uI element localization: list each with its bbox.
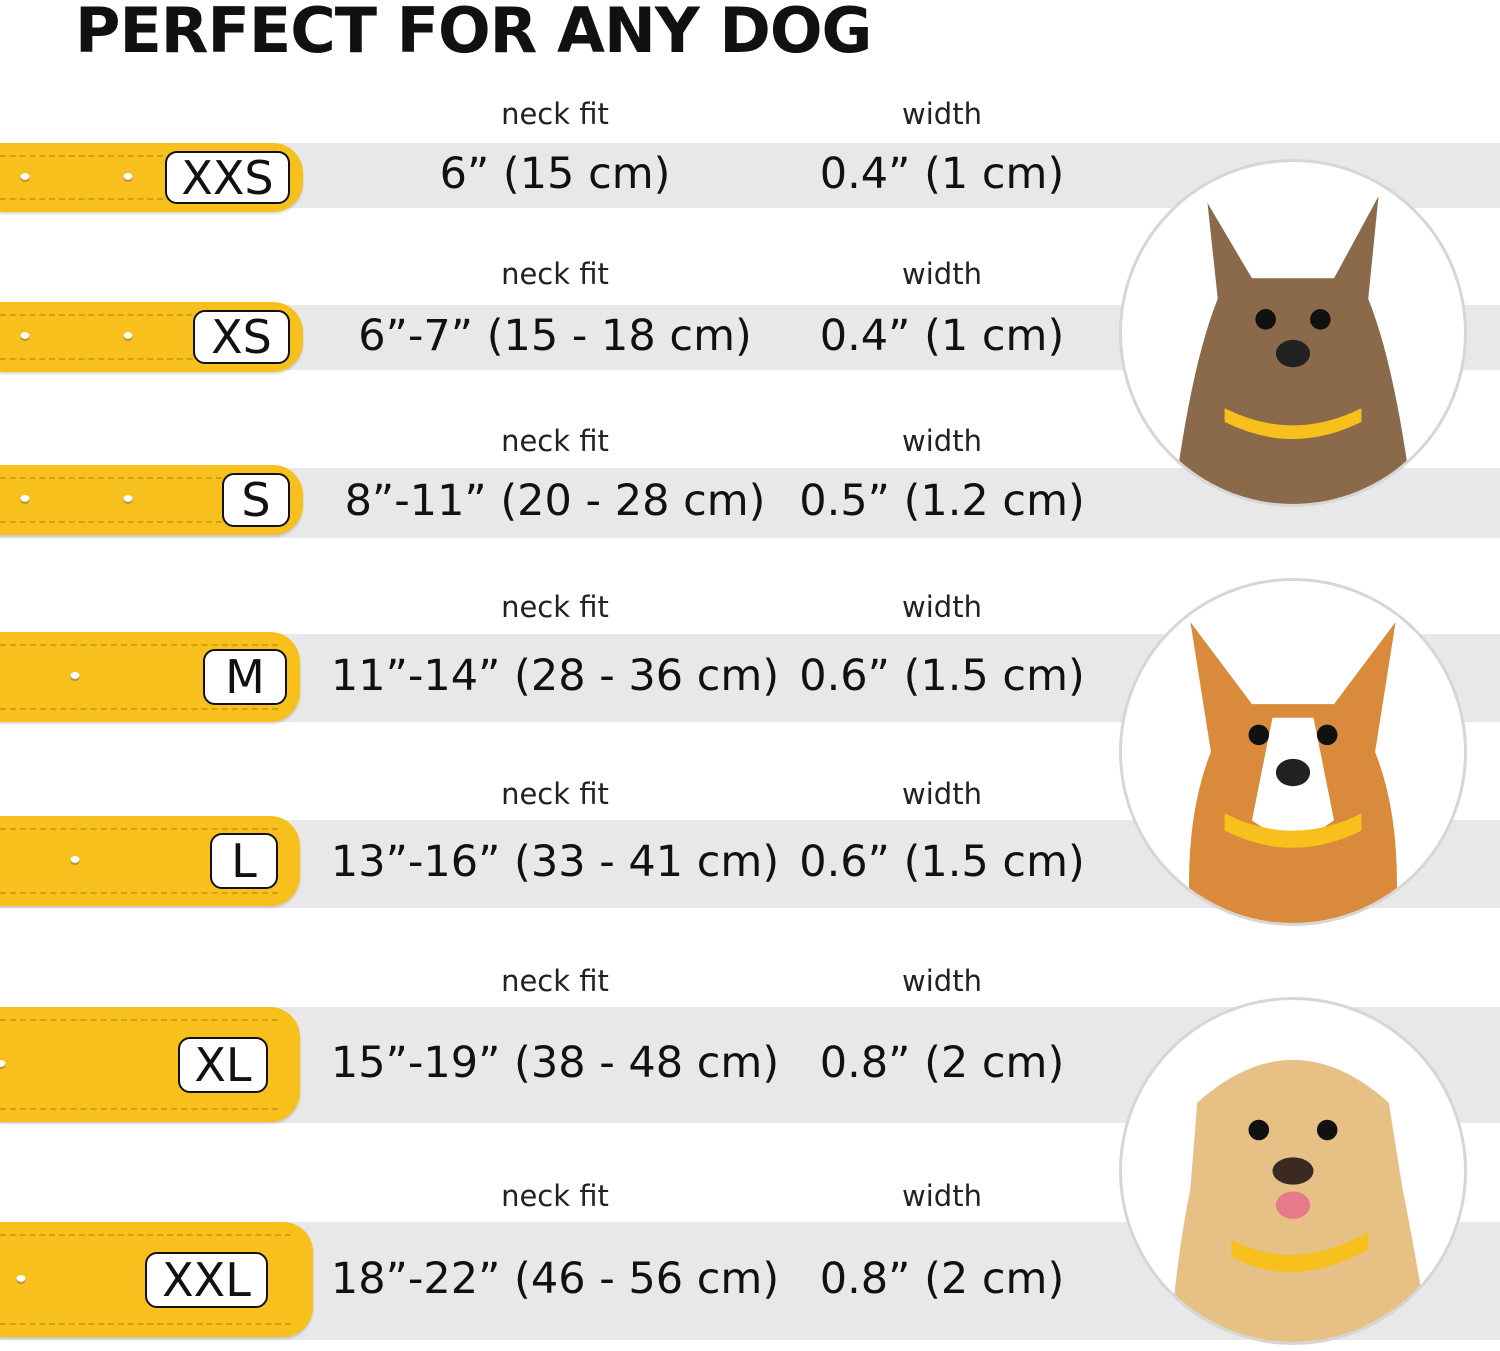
medium-dog-photo xyxy=(1119,578,1467,926)
width-label: width xyxy=(902,1179,982,1213)
width-value: 0.6” (1.5 cm) xyxy=(799,651,1085,701)
neck-fit-label: neck fit xyxy=(501,590,609,624)
collar-hole xyxy=(70,672,80,681)
neck-fit-value: 15”-19” (38 - 48 cm) xyxy=(330,1038,780,1088)
collar-hole xyxy=(70,856,80,865)
width-label: width xyxy=(902,257,982,291)
collar-graphic: XXS xyxy=(0,143,303,212)
size-tag: XL xyxy=(178,1036,268,1093)
small-dog-photo xyxy=(1119,159,1467,507)
collar-hole xyxy=(123,172,133,182)
width-value: 0.8” (2 cm) xyxy=(819,1038,1065,1088)
size-tag: M xyxy=(203,649,287,705)
neck-fit-value: 8”-11” (20 - 28 cm) xyxy=(344,476,766,526)
width-value: 0.5” (1.2 cm) xyxy=(799,476,1085,526)
width-label: width xyxy=(902,964,982,998)
width-label: width xyxy=(902,97,982,131)
width-label: width xyxy=(902,590,982,624)
neck-fit-value: 13”-16” (33 - 41 cm) xyxy=(330,837,780,887)
neck-fit-label: neck fit xyxy=(501,97,609,131)
neck-fit-value: 18”-22” (46 - 56 cm) xyxy=(330,1254,780,1304)
collar-graphic: XL xyxy=(0,1007,300,1122)
collar-graphic: XS xyxy=(0,302,303,372)
neck-fit-label: neck fit xyxy=(501,1179,609,1213)
neck-fit-label: neck fit xyxy=(501,964,609,998)
collar-hole xyxy=(123,332,133,341)
size-tag: L xyxy=(210,833,278,889)
width-value: 0.6” (1.5 cm) xyxy=(799,837,1085,887)
collar-hole xyxy=(0,1059,6,1069)
neck-fit-label: neck fit xyxy=(501,257,609,291)
width-value: 0.8” (2 cm) xyxy=(819,1254,1065,1304)
neck-fit-value: 11”-14” (28 - 36 cm) xyxy=(330,651,780,701)
size-tag: XXL xyxy=(145,1251,268,1308)
neck-fit-label: neck fit xyxy=(501,777,609,811)
collar-graphic: M xyxy=(0,632,300,722)
collar-hole xyxy=(16,1274,26,1284)
neck-fit-value: 6”-7” (15 - 18 cm) xyxy=(358,310,752,361)
collar-hole xyxy=(20,172,30,182)
collar-hole xyxy=(20,332,30,341)
collar-graphic: XXL xyxy=(0,1222,313,1337)
width-value: 0.4” (1 cm) xyxy=(819,310,1065,361)
collar-hole xyxy=(20,495,30,504)
large-dog-photo xyxy=(1119,997,1467,1345)
size-tag: XS xyxy=(193,310,290,364)
collar-graphic: S xyxy=(0,465,303,535)
neck-fit-label: neck fit xyxy=(501,424,609,458)
width-label: width xyxy=(902,424,982,458)
neck-fit-value: 6” (15 cm) xyxy=(439,148,671,199)
width-label: width xyxy=(902,777,982,811)
width-value: 0.4” (1 cm) xyxy=(819,148,1065,199)
size-tag: XXS xyxy=(165,151,290,204)
size-tag: S xyxy=(222,473,290,527)
collar-graphic: L xyxy=(0,816,300,906)
page-title: PERFECT FOR ANY DOG xyxy=(75,0,872,67)
collar-hole xyxy=(123,495,133,504)
